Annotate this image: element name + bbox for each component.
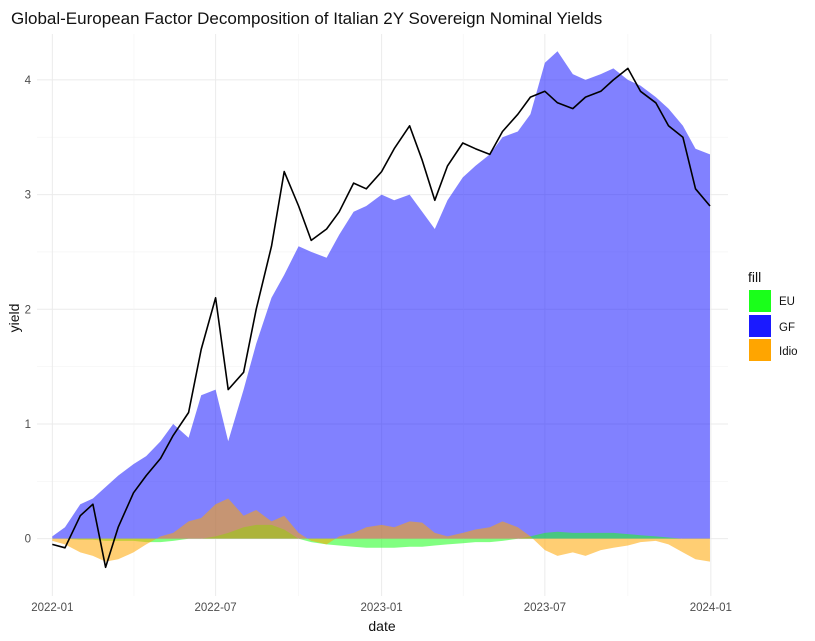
- x-tick-label: 2023-07: [524, 602, 566, 614]
- legend-key-gf: [749, 315, 771, 337]
- y-axis-title: yield: [6, 304, 22, 333]
- legend-label-idio: Idio: [779, 346, 798, 358]
- area-gf: [52, 51, 711, 539]
- yield-line-layer: [52, 67, 711, 569]
- y-tick-label: 1: [25, 419, 31, 431]
- x-tick-label: 2022-07: [195, 602, 237, 614]
- area-eu: [52, 524, 711, 548]
- area-idio: [52, 498, 711, 562]
- chart-title: Global-European Factor Decomposition of …: [11, 9, 602, 28]
- legend-label-gf: GF: [779, 322, 795, 334]
- y-tick-label: 0: [25, 534, 31, 546]
- legend: fill EU GF Idio: [748, 269, 798, 361]
- x-axis-title: date: [368, 618, 395, 634]
- legend-key-eu: [749, 290, 771, 312]
- legend-label-eu: EU: [779, 296, 795, 308]
- x-tick-label: 2022-01: [31, 602, 73, 614]
- x-tick-label: 2023-01: [360, 602, 402, 614]
- y-axis: 0 1 2 3 4: [25, 75, 32, 546]
- y-tick-label: 4: [25, 75, 32, 87]
- y-tick-label: 2: [25, 304, 31, 316]
- x-axis: 2022-01 2022-07 2023-01 2023-07 2024-01: [31, 602, 732, 614]
- area-layers: [52, 51, 711, 562]
- x-tick-label: 2024-01: [690, 602, 732, 614]
- y-tick-label: 3: [25, 190, 31, 202]
- legend-key-idio: [749, 339, 771, 361]
- yield-line: [52, 67, 711, 569]
- legend-title: fill: [748, 269, 761, 285]
